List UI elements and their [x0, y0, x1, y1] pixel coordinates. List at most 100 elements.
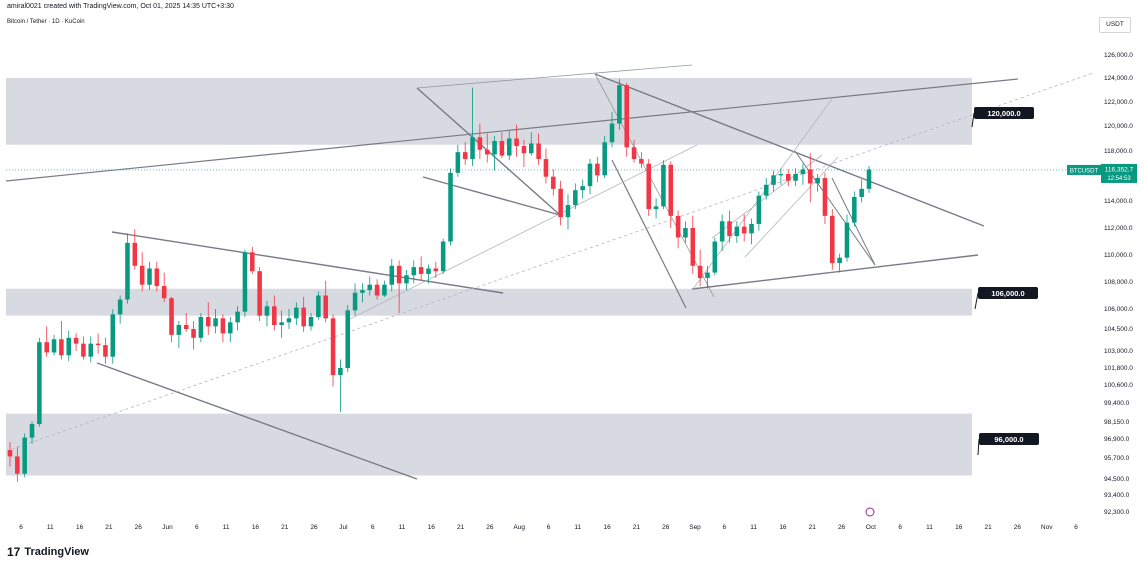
price-tag-countdown: 12:54:53: [1107, 176, 1131, 182]
candle: [286, 309, 292, 329]
candle: [308, 313, 314, 331]
x-tick-label: 11: [399, 524, 406, 531]
candle: [139, 252, 145, 292]
candle-body: [183, 325, 189, 329]
candle-body: [213, 318, 218, 327]
candle-body: [418, 267, 424, 274]
candle-body: [866, 169, 872, 189]
y-tick-label: 110,000.0: [1104, 252, 1133, 259]
candle-body: [426, 268, 431, 274]
candle-body: [110, 314, 116, 357]
candle: [88, 336, 94, 363]
candle-body: [675, 215, 681, 238]
candle: [396, 260, 402, 313]
candle: [29, 421, 35, 444]
x-tick-label: 6: [371, 524, 375, 531]
x-tick-label: 21: [984, 524, 992, 531]
price-axis: 126,000.0 124,000.0 122,000.0 120,000.0 118,…: [1104, 52, 1133, 516]
candle: [367, 276, 373, 296]
candle-body: [617, 85, 622, 124]
candle: [117, 295, 123, 324]
zone-band-0: [6, 78, 972, 145]
candle-body: [227, 322, 233, 334]
x-tick-label: 11: [750, 524, 757, 531]
candle-body: [573, 190, 578, 206]
candle: [690, 215, 696, 274]
candle: [712, 237, 718, 276]
x-tick-label: 26: [135, 524, 143, 531]
trend-line-8: [111, 231, 504, 294]
x-tick-label: 6: [1074, 524, 1078, 531]
y-tick-label: 112,000.0: [1104, 225, 1133, 232]
candle-body: [220, 318, 226, 334]
candle-body: [88, 343, 94, 357]
y-tick-label: 118,000.0: [1104, 148, 1133, 155]
candle-body: [440, 241, 446, 272]
candle-body: [51, 339, 57, 353]
candle: [785, 169, 791, 187]
candle: [132, 229, 138, 270]
candle-body: [536, 143, 541, 160]
x-tick-label: 16: [603, 524, 611, 531]
candle-body: [139, 265, 145, 285]
candle-body: [477, 137, 483, 150]
candle-body: [132, 242, 138, 266]
candle-body: [382, 284, 387, 296]
candle: [462, 142, 468, 165]
candle: [110, 309, 116, 364]
candle: [59, 321, 64, 360]
candle: [73, 333, 79, 351]
candle: [727, 210, 732, 243]
candle-body: [837, 257, 842, 264]
y-tick-label: 92,300.0: [1104, 509, 1130, 516]
candle: [734, 221, 740, 243]
candle-body: [852, 196, 857, 223]
x-tick-label: 26: [662, 524, 670, 531]
trend-line-7: [691, 254, 979, 290]
candle-body: [81, 343, 86, 357]
candle-body: [551, 176, 556, 189]
candle: [800, 163, 806, 185]
candle: [257, 267, 262, 321]
candle-body: [117, 299, 123, 315]
candle: [617, 79, 622, 130]
y-tick-label: 120,000.0: [1104, 123, 1133, 130]
candle-body: [279, 322, 284, 325]
candle: [477, 123, 483, 160]
y-tick-label: 93,400.0: [1104, 492, 1130, 499]
tradingview-logo[interactable]: 17 TradingView: [7, 545, 89, 559]
x-tick-label: 21: [633, 524, 641, 531]
symbol-title: Bitcoin / Tether · 1D · KuCoin: [7, 19, 85, 25]
symbol-tag-text: BTCUSDT: [1070, 168, 1099, 174]
candle-body: [580, 186, 585, 191]
candle: [37, 337, 42, 427]
y-tick-label: 108,000.0: [1104, 279, 1133, 286]
candle-body: [242, 252, 248, 312]
candle: [22, 433, 27, 478]
candle: [543, 148, 549, 184]
x-tick-label: 26: [838, 524, 846, 531]
candle: [602, 136, 607, 179]
currency-button[interactable]: USDT: [1099, 17, 1131, 33]
candle-body: [59, 339, 64, 356]
candle: [778, 168, 784, 185]
x-tick-label: 6: [723, 524, 727, 531]
candle: [213, 309, 218, 334]
candle: [154, 261, 160, 292]
candle-body: [595, 163, 600, 176]
candle-body: [411, 267, 417, 276]
candle: [646, 159, 652, 216]
candle: [683, 221, 688, 243]
candle: [125, 233, 130, 304]
x-tick-label: 11: [926, 524, 933, 531]
x-tick-label: 16: [428, 524, 436, 531]
zone-band-2: [6, 413, 972, 476]
y-tick-label: 104,500.0: [1104, 326, 1133, 333]
candle: [763, 178, 769, 200]
candle: [631, 139, 637, 163]
trend-line-9: [96, 362, 418, 480]
candle: [822, 172, 828, 224]
candle-body: [198, 317, 204, 338]
x-tick-label: 16: [779, 524, 787, 531]
